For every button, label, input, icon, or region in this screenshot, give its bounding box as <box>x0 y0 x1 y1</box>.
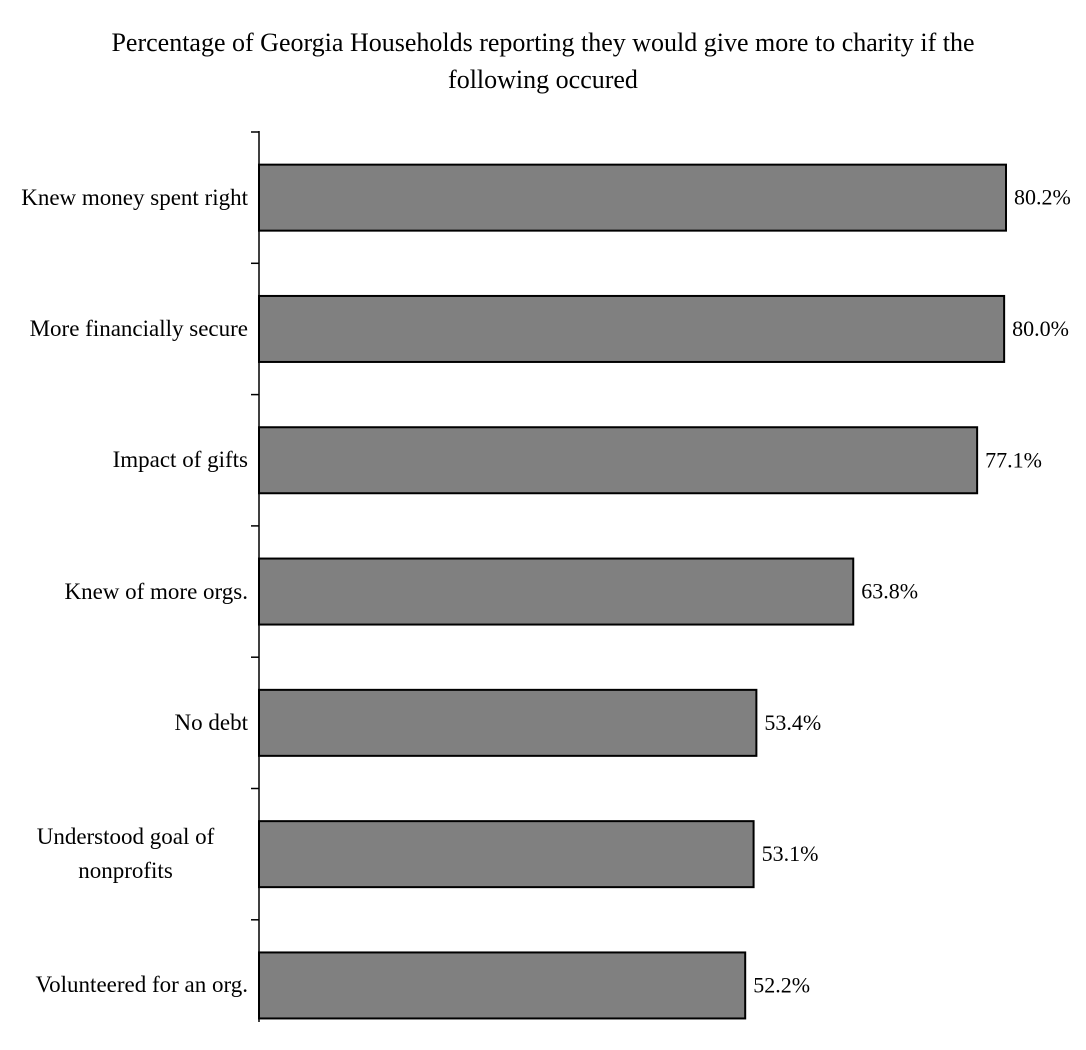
category-label-box: Knew of more orgs. <box>0 575 248 609</box>
category-label-box: No debt <box>0 706 248 740</box>
category-label: Volunteered for an org. <box>35 972 248 998</box>
value-label: 63.8% <box>861 579 918 604</box>
category-label: No debt <box>174 709 248 735</box>
bar <box>258 557 855 626</box>
value-label: 53.1% <box>762 841 819 866</box>
category-label-box: Understood goal of nonprofits <box>0 820 248 888</box>
bar <box>258 426 979 495</box>
bar <box>258 820 755 889</box>
value-label: 77.1% <box>985 447 1042 472</box>
value-label: 80.0% <box>1012 316 1069 341</box>
value-label: 53.4% <box>764 710 821 735</box>
category-label-box: Volunteered for an org. <box>0 968 248 1002</box>
value-label: 52.2% <box>753 972 810 997</box>
category-label-box: Knew money spent right <box>0 181 248 215</box>
category-label: Impact of gifts <box>112 447 248 473</box>
category-label: Knew money spent right <box>21 184 248 210</box>
bar <box>258 163 1007 232</box>
category-label: Understood goal of nonprofits <box>36 824 215 884</box>
category-label: More financially secure <box>29 315 248 341</box>
category-label-box: Impact of gifts <box>0 443 248 477</box>
bar <box>258 951 747 1020</box>
category-label-box: More financially secure <box>0 312 248 346</box>
value-label: 80.2% <box>1014 185 1071 210</box>
bar <box>258 688 758 757</box>
bar <box>258 294 1006 363</box>
chart-title: Percentage of Georgia Households reporti… <box>111 28 975 94</box>
category-label: Knew of more orgs. <box>64 578 248 604</box>
